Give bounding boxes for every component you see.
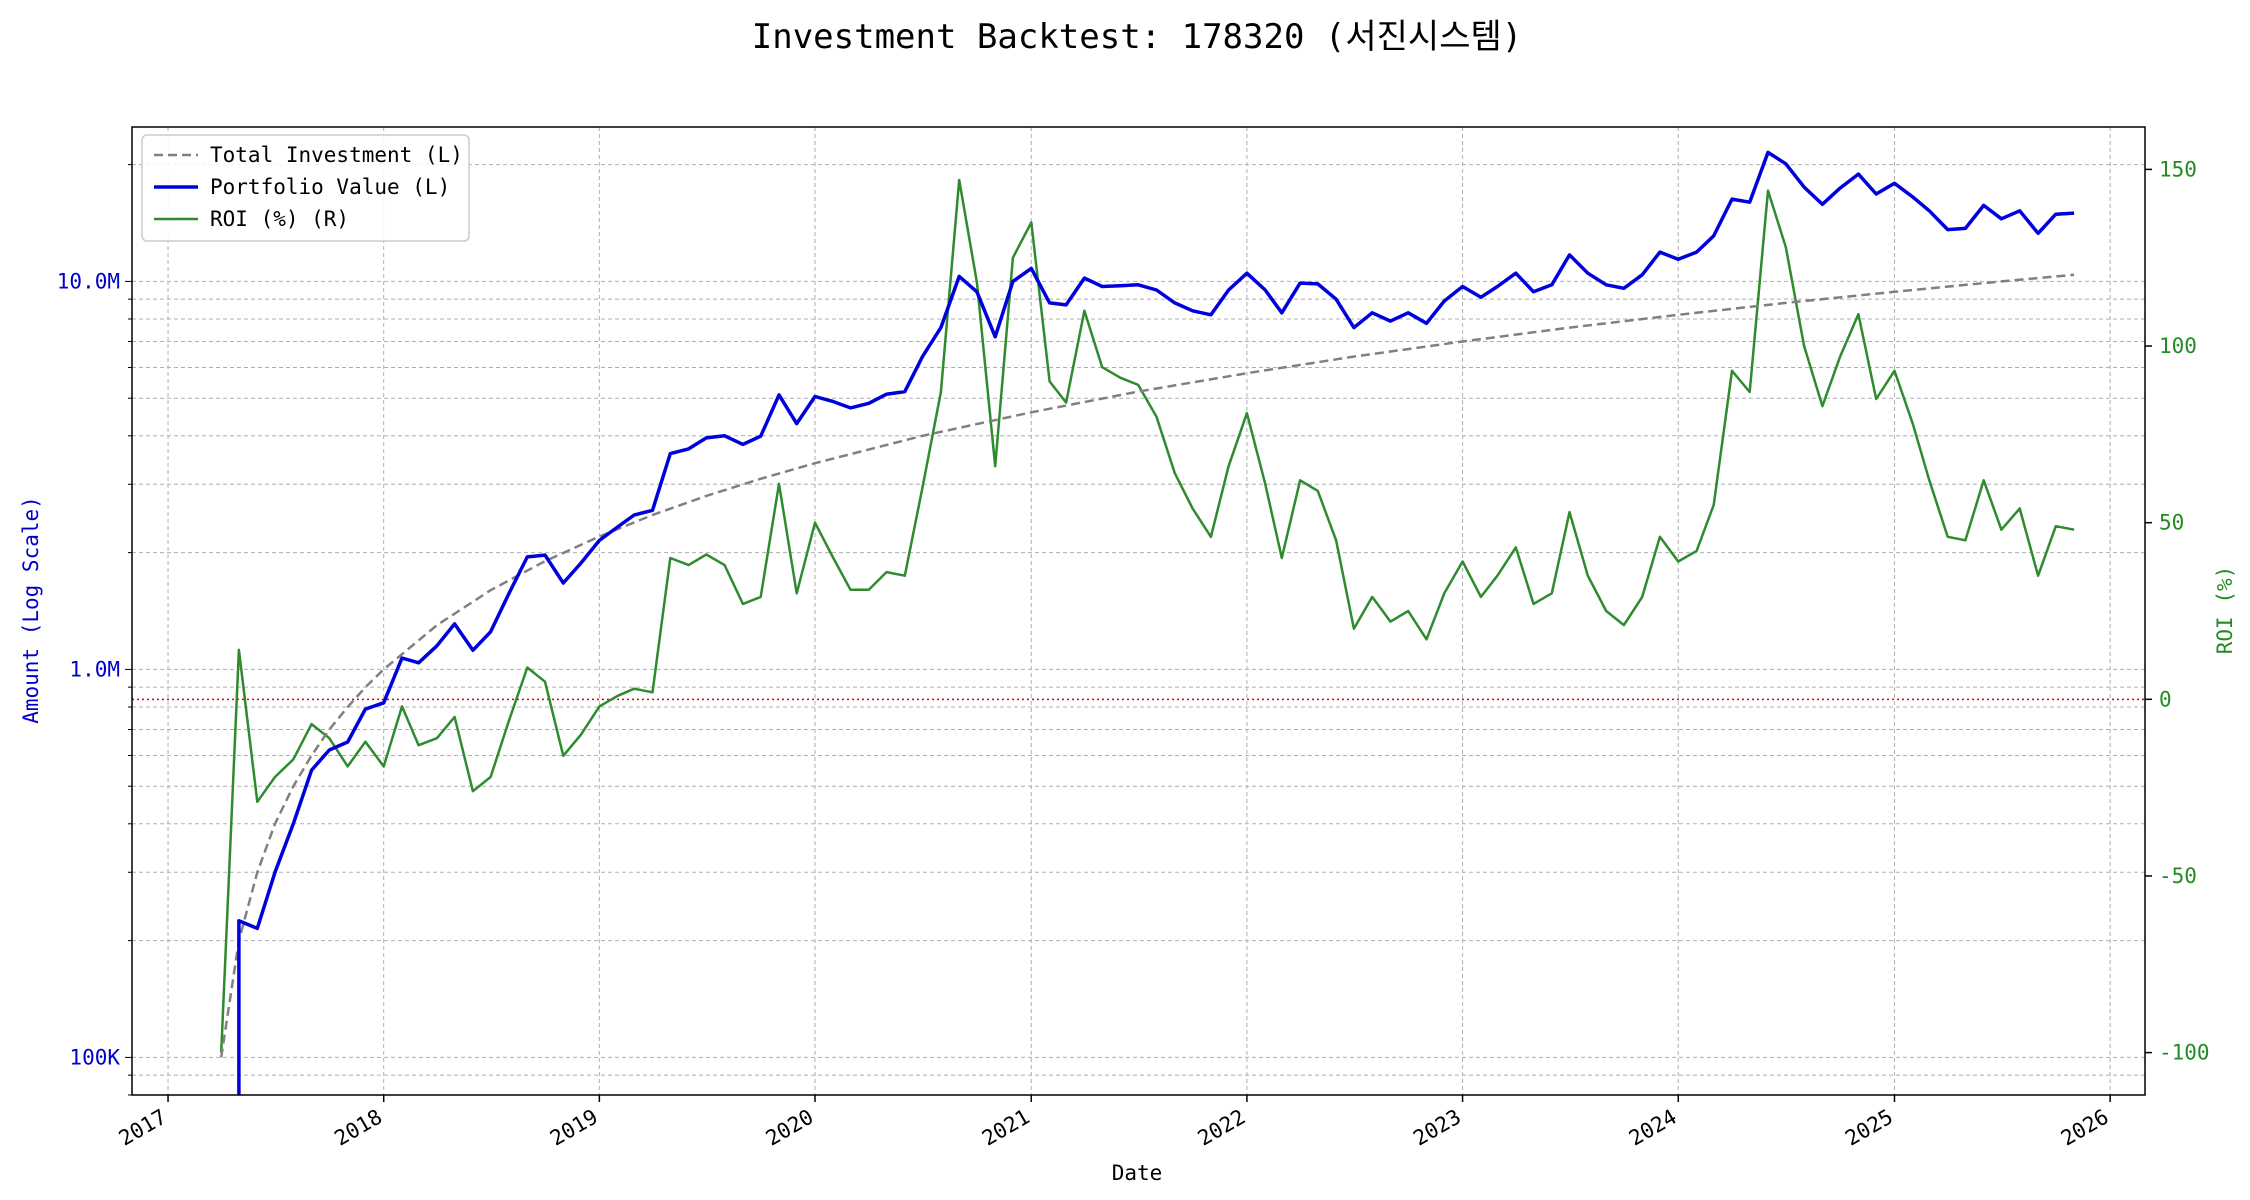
right-tick-label: 100 bbox=[2159, 334, 2197, 358]
portfolio-value-line bbox=[237, 150, 2075, 1095]
right-y-axis-label: ROI (%) bbox=[2213, 566, 2237, 655]
left-y-axis: 100K 1.0M 10.0M bbox=[57, 164, 132, 1096]
chart-title: Investment Backtest: 178320 (서진시스템) bbox=[752, 17, 1523, 57]
x-tick-label: 2017 bbox=[115, 1105, 171, 1151]
legend: Total Investment (L) Portfolio Value (L) R… bbox=[141, 134, 470, 242]
left-y-axis-label: Amount (Log Scale) bbox=[19, 496, 43, 724]
right-tick-label: -50 bbox=[2159, 864, 2197, 888]
x-tick-label: 2020 bbox=[762, 1105, 818, 1151]
x-tick-label: 2025 bbox=[1841, 1105, 1897, 1151]
x-tick-label: 2024 bbox=[1625, 1105, 1681, 1151]
right-tick-label: 50 bbox=[2159, 511, 2184, 535]
right-tick-label: 150 bbox=[2159, 157, 2197, 181]
x-axis-label: Date bbox=[1112, 1161, 1163, 1185]
x-axis: 2017 2018 2019 2020 2021 2022 2023 2024 2025 2026 bbox=[115, 1095, 2113, 1151]
grid-lines bbox=[132, 127, 2145, 1096]
left-tick-label: 100K bbox=[69, 1045, 120, 1069]
plot-frame bbox=[131, 126, 2146, 1096]
x-tick-label: 2026 bbox=[2057, 1105, 2113, 1151]
legend-entry: Portfolio Value (L) bbox=[210, 175, 450, 199]
x-tick-label: 2023 bbox=[1409, 1105, 1465, 1151]
x-tick-label: 2018 bbox=[330, 1105, 386, 1151]
x-tick-label: 2021 bbox=[978, 1105, 1034, 1151]
total-investment-line bbox=[219, 273, 2075, 1058]
x-tick-label: 2019 bbox=[546, 1105, 602, 1151]
right-tick-label: 0 bbox=[2159, 687, 2172, 711]
legend-entry: Total Investment (L) bbox=[210, 143, 463, 167]
right-y-axis: -100 -50 0 50 100 150 bbox=[2145, 157, 2210, 1065]
left-tick-label: 1.0M bbox=[69, 657, 120, 681]
right-tick-label: -100 bbox=[2159, 1041, 2210, 1065]
plot-area bbox=[132, 150, 2145, 1095]
legend-box bbox=[141, 134, 470, 242]
left-tick-label: 10.0M bbox=[57, 269, 120, 293]
x-tick-label: 2022 bbox=[1194, 1105, 1250, 1151]
roi-line bbox=[219, 178, 2075, 1053]
legend-entry: ROI (%) (R) bbox=[210, 207, 349, 231]
